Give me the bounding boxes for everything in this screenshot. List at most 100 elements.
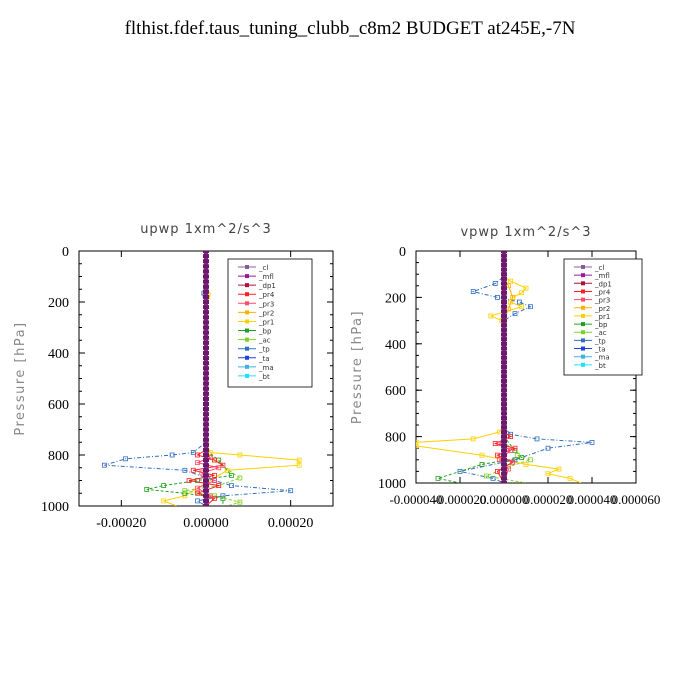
zero-profile-marker <box>203 279 209 284</box>
y-tick-label: 0 <box>399 245 406 260</box>
zero-profile-marker <box>501 471 507 476</box>
legend-label: _pr2 <box>258 309 274 317</box>
data-point <box>505 283 511 289</box>
zero-profile-marker <box>203 356 209 361</box>
zero-profile-marker <box>501 346 507 351</box>
data-point <box>470 289 476 295</box>
data-point <box>519 290 524 296</box>
legend-label: _ma <box>258 364 274 372</box>
y-axis-label: Pressure [hPa] <box>13 321 28 435</box>
zero-profile-marker <box>203 289 209 294</box>
zero-profile-marker <box>203 504 209 506</box>
zero-profile-marker <box>501 448 507 453</box>
data-point <box>190 467 196 473</box>
zero-profile-marker <box>203 376 209 381</box>
zero-profile-marker <box>501 341 507 346</box>
data-point <box>517 299 522 305</box>
data-point <box>296 462 302 468</box>
y-tick-label: 800 <box>48 449 69 464</box>
zero-profile-marker <box>203 468 209 473</box>
y-tick-label: 400 <box>48 347 69 362</box>
zero-profile-marker <box>501 290 507 295</box>
legend-marker <box>245 274 249 279</box>
zero-profile-marker <box>501 323 507 328</box>
zero-profile-marker <box>203 478 209 483</box>
zero-profile-marker <box>203 320 209 325</box>
legend-marker <box>245 346 249 351</box>
y-tick-label: 600 <box>385 384 406 399</box>
y-tick-label: 200 <box>385 291 406 306</box>
data-point <box>102 462 107 468</box>
x-tick-label: -0.000040 <box>389 492 442 507</box>
zero-profile-marker <box>203 391 209 396</box>
data-point <box>545 471 551 477</box>
legend-label: _ma <box>594 354 610 362</box>
zero-profile-marker <box>501 481 507 483</box>
zero-profile-marker <box>203 386 209 391</box>
zero-profile-marker <box>203 351 209 355</box>
zero-profile-marker <box>501 300 507 305</box>
series-line-tp <box>459 251 593 483</box>
zero-profile-marker <box>203 325 209 330</box>
data-point <box>182 488 188 494</box>
zero-profile-marker <box>203 422 209 427</box>
legend-label: _cl <box>258 264 268 272</box>
data-point <box>508 434 514 440</box>
y-axis-label: Pressure [hPa] <box>350 310 365 424</box>
legend-label: _tp <box>258 346 270 354</box>
vpwp-panel: vpwp 1xm^2/s^3 0 200 400 600 800 1000-0.000040… <box>350 225 660 507</box>
data-point <box>195 485 200 491</box>
panel-title: vpwp 1xm^2/s^3 <box>460 225 591 240</box>
zero-profile-marker <box>501 388 507 393</box>
zero-profile-marker <box>203 371 209 376</box>
data-point <box>479 452 485 458</box>
data-point <box>182 490 188 496</box>
zero-profile-marker <box>203 407 209 412</box>
zero-profile-marker <box>203 488 209 493</box>
data-point <box>237 475 243 481</box>
data-point <box>488 313 494 319</box>
zero-profile-marker <box>203 264 209 269</box>
x-tick-label: 0.00000 <box>183 516 229 531</box>
zero-profile-marker <box>203 463 209 468</box>
zero-profile-marker <box>501 406 507 411</box>
zero-profile-marker <box>501 439 507 444</box>
legend-marker <box>245 301 249 306</box>
zero-profile-marker <box>203 493 209 498</box>
zero-profile-marker <box>501 476 507 481</box>
x-tick-label: 0.000040 <box>568 492 617 507</box>
legend-box <box>563 258 643 376</box>
zero-profile-marker <box>203 417 209 422</box>
data-point <box>220 462 226 468</box>
data-point <box>199 470 205 476</box>
legend-marker <box>581 322 585 327</box>
data-point <box>494 294 500 300</box>
legend-marker <box>245 337 249 342</box>
zero-profile-marker <box>203 284 209 289</box>
legend-marker <box>581 265 585 269</box>
zero-profile-marker <box>501 355 507 360</box>
legend-marker <box>581 330 585 335</box>
zero-profile-marker <box>203 473 209 478</box>
data-point <box>161 483 167 489</box>
data-point <box>505 306 511 312</box>
data-point <box>220 493 226 499</box>
legend-marker <box>245 265 249 269</box>
zero-profile-marker <box>501 318 507 323</box>
legend-label: _tp <box>594 337 606 345</box>
zero-profile-marker <box>501 304 507 309</box>
legend-marker <box>581 354 585 359</box>
data-point <box>212 495 217 501</box>
data-point <box>195 452 200 458</box>
zero-profile-marker <box>203 432 209 437</box>
zero-profile-marker <box>501 365 507 369</box>
data-point <box>545 445 551 451</box>
legend-label: _pr1 <box>594 313 610 321</box>
data-point <box>435 475 441 481</box>
data-point <box>528 457 533 463</box>
x-tick-label: -0.000020 <box>433 492 486 507</box>
data-point <box>483 473 489 479</box>
zero-profile-marker <box>203 294 209 299</box>
zero-profile-marker <box>501 443 507 448</box>
data-point <box>190 450 196 455</box>
